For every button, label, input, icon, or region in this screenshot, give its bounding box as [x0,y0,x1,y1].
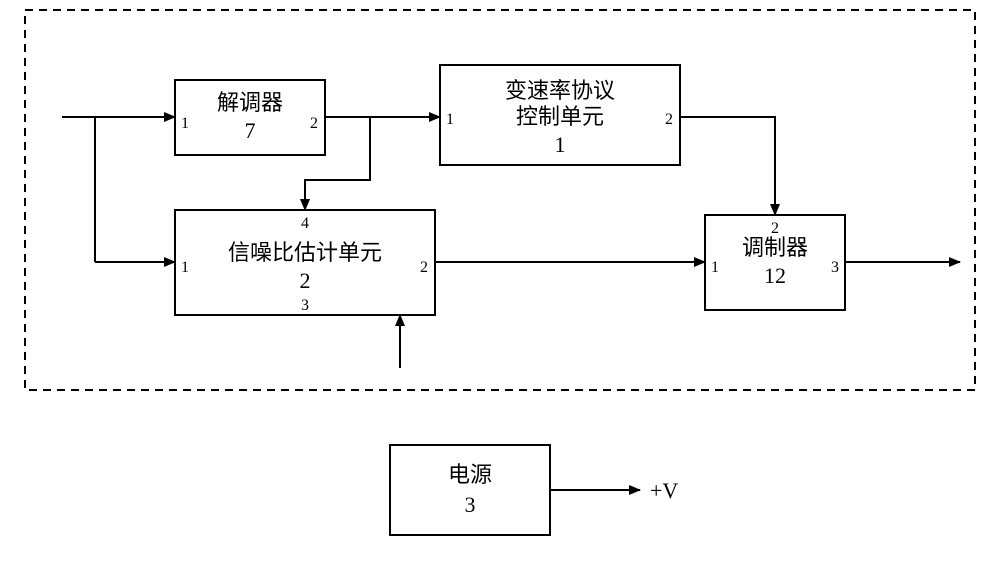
block-snr-estimator: 信噪比估计单元 2 1 2 3 4 [175,210,435,315]
demodulator-port-1: 1 [181,115,189,132]
block-demodulator: 解调器 7 1 2 [175,80,325,155]
snr-estimator-ref: 2 [300,268,311,293]
edge-rate-to-modulator [680,117,775,215]
snr-estimator-port-4: 4 [301,215,309,232]
block-power: 电源 3 [390,445,550,535]
rate-protocol-label-1: 变速率协议 [505,78,615,103]
rate-protocol-port-1: 1 [446,111,454,128]
power-ref: 3 [465,492,476,517]
block-rate-protocol: 变速率协议 控制单元 1 1 2 [440,65,680,165]
rate-protocol-port-2: 2 [665,111,673,128]
modulator-port-3: 3 [831,259,839,276]
power-out-label: +V [650,478,678,503]
snr-estimator-port-2: 2 [420,259,428,276]
modulator-port-2: 2 [771,220,779,237]
demodulator-port-2: 2 [310,115,318,132]
snr-estimator-port-1: 1 [181,259,189,276]
block-diagram: 解调器 7 1 2 变速率协议 控制单元 1 1 2 信噪比估计单元 2 1 2… [0,0,1000,576]
modulator-port-1: 1 [711,259,719,276]
demodulator-ref: 7 [245,118,256,143]
power-label: 电源 [448,462,492,487]
modulator-label: 调制器 [742,235,808,260]
block-modulator: 调制器 12 1 2 3 [705,215,845,310]
snr-estimator-label: 信噪比估计单元 [228,240,382,265]
snr-estimator-port-3: 3 [301,297,309,314]
rate-protocol-label-2: 控制单元 [516,104,604,129]
rate-protocol-ref: 1 [555,132,566,157]
modulator-ref: 12 [764,263,786,288]
demodulator-label: 解调器 [217,90,283,115]
